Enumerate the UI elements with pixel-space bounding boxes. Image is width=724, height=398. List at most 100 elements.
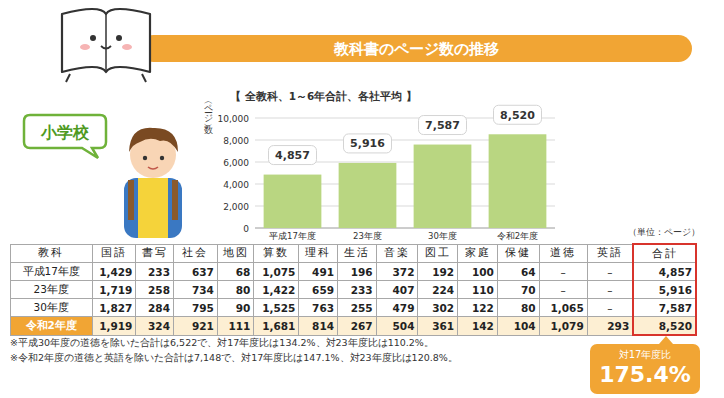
header-cell: 教科 <box>11 244 93 263</box>
title: 教科書のページ数の推移 <box>333 40 499 58</box>
table-cell: 1,075 <box>254 263 299 281</box>
mascot <box>62 9 150 82</box>
boy <box>124 128 182 238</box>
table-cell: 7,587 <box>633 299 696 317</box>
y-tick-label: 6,000 <box>223 158 249 168</box>
table-cell: 1,827 <box>92 299 136 317</box>
header-cell: 算数 <box>254 244 299 263</box>
row-label: 23年度 <box>11 281 93 299</box>
table-row: 30年度1,827284795901,525763255479302122801… <box>11 299 697 317</box>
data-label: 7,587 <box>425 119 460 132</box>
table-cell: 302 <box>418 299 458 317</box>
table-cell: 1,429 <box>92 263 136 281</box>
header-cell: 保健 <box>497 244 539 263</box>
badge-label: 対17年度比 <box>590 344 700 361</box>
table-cell: 1,919 <box>92 317 136 336</box>
header-cell: 理科 <box>299 244 338 263</box>
table-cell: 110 <box>458 281 498 299</box>
header-cell: 道徳 <box>539 244 587 263</box>
cardigan <box>124 178 182 238</box>
bars <box>264 134 547 228</box>
header-cell: 家庭 <box>458 244 498 263</box>
row-label: 平成17年度 <box>11 263 93 281</box>
shirt <box>138 178 168 238</box>
chart-title: 【 全教科、1～6年合計、各社平均 】 <box>230 90 417 102</box>
table-cell: 491 <box>299 263 338 281</box>
data-label-box <box>269 146 317 165</box>
table-cell: 637 <box>173 263 217 281</box>
table-cell: 233 <box>136 263 174 281</box>
badge-pointer <box>659 336 673 344</box>
table-cell: 407 <box>376 281 418 299</box>
data-label-box <box>344 134 392 153</box>
hair <box>129 128 178 152</box>
book <box>62 9 150 72</box>
table-cell: 64 <box>497 263 539 281</box>
note: ※令和2年度の道徳と英語を除いた合計は7,148で、対17年度比は147.1%、… <box>10 352 458 365</box>
header-cell: 図工 <box>418 244 458 263</box>
bar <box>339 163 397 228</box>
table-cell: 504 <box>376 317 418 336</box>
row-label: 令和2年度 <box>11 317 93 336</box>
table-cell: – <box>587 281 633 299</box>
mouth <box>101 46 111 49</box>
table-cell: 70 <box>497 281 539 299</box>
data-label-box <box>419 116 467 135</box>
badge-value: 175.4% <box>590 361 700 389</box>
table-cell: 734 <box>173 281 217 299</box>
leg <box>142 74 146 82</box>
bar <box>489 134 547 228</box>
data-label: 5,916 <box>350 137 385 150</box>
table-cell: 293 <box>587 317 633 336</box>
table-cell: 196 <box>338 263 377 281</box>
label-bubble <box>24 115 106 158</box>
book-spine <box>105 14 107 72</box>
header-cell: 社会 <box>173 244 217 263</box>
table-cell: 122 <box>458 299 498 317</box>
table-cell: 324 <box>136 317 174 336</box>
table-cell: 284 <box>136 299 174 317</box>
y-tick-label: 2,000 <box>223 202 249 212</box>
strap <box>128 180 134 220</box>
cheek <box>80 44 90 50</box>
page-table: 教科国語書写社会地図算数理科生活音楽図工家庭保健道徳英語合計平成17年度1,42… <box>10 243 697 336</box>
row-label: 30年度 <box>11 299 93 317</box>
table-row: 平成17年度1,429233637681,0754911963721921006… <box>11 263 697 281</box>
table-cell: 4,857 <box>633 263 696 281</box>
table-cell: 192 <box>418 263 458 281</box>
table-cell: 361 <box>418 317 458 336</box>
school-label: 小学校 <box>40 123 90 142</box>
table-cell: 1,525 <box>254 299 299 317</box>
table-cell: – <box>539 263 587 281</box>
table-cell: 267 <box>338 317 377 336</box>
leg <box>66 74 70 82</box>
table-cell: 80 <box>497 299 539 317</box>
strap <box>172 180 178 220</box>
x-tick-label: 30年度 <box>428 231 457 241</box>
table-cell: 479 <box>376 299 418 317</box>
table-cell: – <box>587 263 633 281</box>
table-cell: 1,719 <box>92 281 136 299</box>
y-axis: 02,0004,0006,0008,00010,000 <box>218 114 556 234</box>
eye <box>116 35 122 41</box>
note: ※平成30年度の道徳を除いた合計は6,522で、対17年度比は134.2%、対2… <box>10 337 434 350</box>
data-label: 8,520 <box>500 109 535 122</box>
table-cell: 1,681 <box>254 317 299 336</box>
y-tick-label: 0 <box>243 224 249 234</box>
header-cell: 国語 <box>92 244 136 263</box>
x-tick-label: 23年度 <box>353 231 382 241</box>
y-tick-label: 4,000 <box>223 180 249 190</box>
eye <box>90 35 96 41</box>
table-unit: （単位：ページ） <box>628 226 700 239</box>
bar <box>414 145 472 228</box>
data-label: 4,857 <box>275 149 310 162</box>
header-cell: 地図 <box>217 244 254 263</box>
banner <box>140 35 692 62</box>
table-cell: 795 <box>173 299 217 317</box>
header-cell: 合計 <box>633 244 696 263</box>
table-cell: 1,422 <box>254 281 299 299</box>
table-cell: 5,916 <box>633 281 696 299</box>
x-tick-label: 令和2年度 <box>497 231 538 241</box>
table-cell: – <box>539 281 587 299</box>
badge: 対17年度比175.4% <box>590 344 700 394</box>
